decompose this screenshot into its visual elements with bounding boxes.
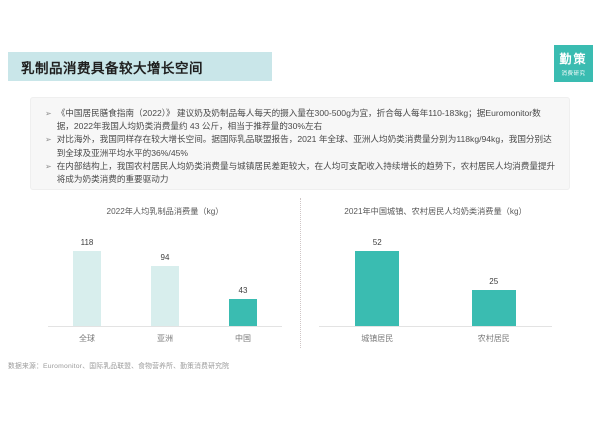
bar-value-label: 43 [238,285,248,295]
bar [471,289,516,326]
bar-value-label: 52 [372,238,382,247]
arrow-bullet-icon: ➢ [45,135,52,145]
chart-title: 2022年人均乳制品消费量（kg） [106,207,224,216]
page-title: 乳制品消费具备较大增长空间 [21,60,203,76]
bar [73,251,101,326]
category-label: 中国 [235,334,251,343]
bar [229,298,257,326]
brand-logo-name: 勤策 [559,52,588,66]
bar-value-label: 94 [160,253,170,263]
bullet-item: ➢ 对比海外，我国同样存在较大增长空间。据国际乳品联盟报告，2021 年全球、亚… [45,133,557,159]
chart-urban-rural-milk: 2021年中国城镇、农村居民人均奶类消费量（kg） 52 25 城镇居民 农村居民 [300,198,570,348]
bullet-list: ➢ 《中国居民膳食指南（2022）》 建议奶及奶制品每人每天的摄入量在300-5… [45,107,557,186]
summary-panel: ➢ 《中国居民膳食指南（2022）》 建议奶及奶制品每人每天的摄入量在300-5… [30,97,570,190]
bullet-text: 《中国居民膳食指南（2022）》 建议奶及奶制品每人每天的摄入量在300-500… [56,108,541,132]
bullet-item: ➢ 《中国居民膳食指南（2022）》 建议奶及奶制品每人每天的摄入量在300-5… [45,107,557,133]
bar-column: 94 [151,253,179,326]
bar-column: 52 [355,238,400,326]
bar [151,266,179,326]
chart-per-capita-dairy: 2022年人均乳制品消费量（kg） 118 94 43 全球 亚洲 中国 [30,198,300,348]
bar-column: 118 [73,238,101,326]
arrow-bullet-icon: ➢ [45,109,52,118]
bar-value-label: 25 [489,276,499,286]
brand-logo: 勤策 消费研究 [554,45,593,82]
bar-plot: 52 25 [319,223,552,327]
data-source-note: 数据来源：Euromonitor、国际乳品联盟、食物营养所、勤策消费研究院 [8,363,230,370]
chart-title: 2021年中国城镇、农村居民人均奶类消费量（kg） [344,207,527,216]
x-axis-labels: 全球 亚洲 中国 [48,327,282,344]
category-label: 亚洲 [157,334,173,343]
bullet-text: 在内部结构上，我国农村居民人均奶类消费量与城镇居民差距较大，在人均可支配收入持续… [56,160,556,185]
bullet-item: ➢ 在内部结构上，我国农村居民人均奶类消费量与城镇居民差距较大，在人均可支配收入… [45,160,557,186]
brand-logo-subtitle: 消费研究 [561,71,586,77]
category-label: 农村居民 [477,334,510,343]
bar-value-label: 118 [80,238,94,247]
category-label: 全球 [79,334,95,343]
slide-title-bar: 乳制品消费具备较大增长空间 [8,52,272,81]
arrow-bullet-icon: ➢ [45,161,52,171]
bar-column: 25 [471,276,516,326]
x-axis-labels: 城镇居民 农村居民 [319,327,552,344]
bullet-text: 对比海外，我国同样存在较大增长空间。据国际乳品联盟报告，2021 年全球、亚洲人… [56,134,552,158]
charts-section: 2022年人均乳制品消费量（kg） 118 94 43 全球 亚洲 中国 2021年中国… [30,198,570,348]
category-label: 城镇居民 [361,334,394,343]
bar [355,251,400,326]
bar-column: 43 [229,286,257,326]
bar-plot: 118 94 43 [48,223,282,327]
